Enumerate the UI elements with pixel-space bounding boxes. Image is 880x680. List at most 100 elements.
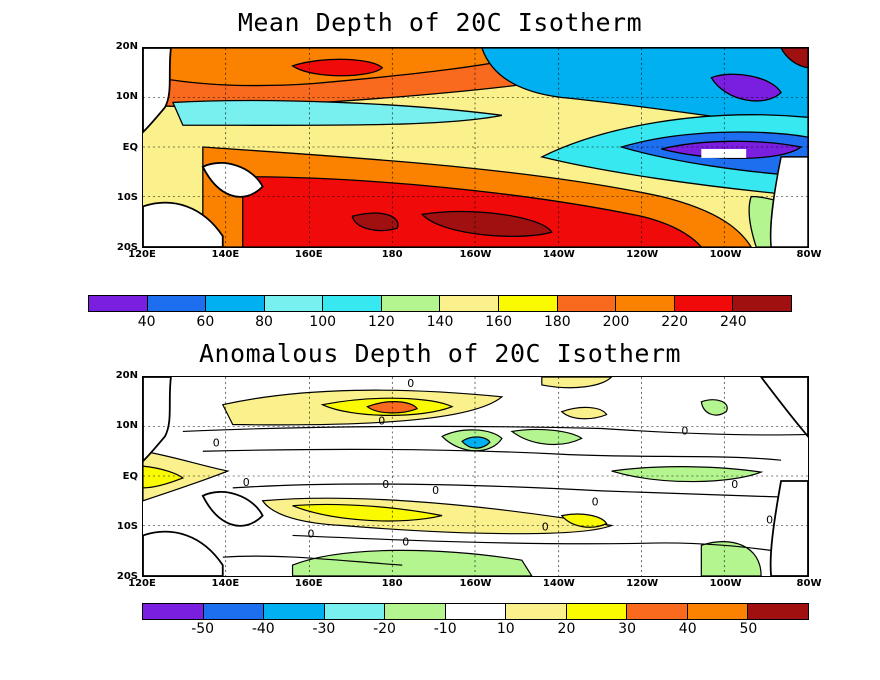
contour-label: 0 xyxy=(402,535,409,548)
mean-north-cyan-band xyxy=(171,99,503,126)
colorbar-label: 100 xyxy=(309,314,337,330)
colorbar-segment xyxy=(264,604,325,619)
mean-land-se-america xyxy=(769,156,808,247)
colorbar-label: 160 xyxy=(485,314,513,330)
colorbar-label: 200 xyxy=(602,314,630,330)
anomaly-depth-title: Anomalous Depth of 20C Isotherm xyxy=(198,339,682,368)
colorbar-segment xyxy=(566,604,628,619)
anom-zero-contours xyxy=(182,425,808,566)
lat-label: 10N xyxy=(115,91,138,103)
lon-label: 100W xyxy=(709,578,742,589)
colorbar-label: -10 xyxy=(433,621,457,637)
anom-contour-labels: 0 0 0 0 0 0 0 0 0 0 0 0 0 xyxy=(213,377,773,548)
anomaly-colorbar xyxy=(142,603,809,620)
anom-south-east-core xyxy=(560,513,608,528)
anom-yellow-blob-east xyxy=(560,406,608,420)
lon-label: 120W xyxy=(626,578,659,589)
anom-west-eq-yellow xyxy=(143,450,230,502)
mean-depth-title: Mean Depth of 20C Isotherm xyxy=(237,8,643,37)
colorbar-label: 140 xyxy=(426,314,454,330)
anom-west-eq-core xyxy=(143,465,185,489)
lon-label: 160W xyxy=(459,249,492,260)
mean-land-philippines xyxy=(143,48,172,134)
contour-label: 0 xyxy=(308,527,315,540)
lon-label: 140W xyxy=(542,249,575,260)
anom-grid xyxy=(143,377,808,576)
contour-label: 0 xyxy=(766,514,773,527)
contour-label: 0 xyxy=(681,424,688,437)
lon-label: 100W xyxy=(709,249,742,260)
colorbar-segment xyxy=(324,604,386,619)
lat-label: 20N xyxy=(115,41,138,52)
colorbar-segment xyxy=(733,296,791,311)
anom-land-south-america xyxy=(769,480,808,576)
colorbar-label: 30 xyxy=(618,621,636,637)
colorbar-segment xyxy=(627,604,688,619)
lat-label: 20N xyxy=(115,370,138,381)
lon-label: 120E xyxy=(128,249,156,260)
contour-label: 0 xyxy=(382,478,389,491)
contour-label: 0 xyxy=(243,476,250,489)
anom-se-green xyxy=(700,541,762,576)
colorbar-label: 20 xyxy=(557,621,576,637)
colorbar-segment xyxy=(385,604,446,619)
contour-label: 0 xyxy=(432,484,439,497)
contour-label: 0 xyxy=(542,520,549,533)
colorbar-segment xyxy=(616,296,675,311)
colorbar-label: 50 xyxy=(739,621,758,637)
colorbar-segment xyxy=(323,296,382,311)
lon-label: 120W xyxy=(626,249,659,260)
lat-label: 10N xyxy=(115,420,138,432)
contour-label: 0 xyxy=(731,478,738,491)
lon-label: 140E xyxy=(211,578,240,589)
colorbar-segment xyxy=(206,296,265,311)
colorbar-segment xyxy=(674,296,734,311)
colorbar-segment xyxy=(203,604,265,619)
anom-south-yellow-core xyxy=(292,503,443,522)
colorbar-label: 10 xyxy=(496,621,515,637)
colorbar-segment xyxy=(557,296,617,311)
anom-land-philippines xyxy=(143,377,172,463)
lon-label: 80W xyxy=(796,578,822,589)
colorbar-segment xyxy=(89,296,148,311)
mean-depth-map xyxy=(142,47,809,248)
lon-label: 140W xyxy=(542,578,575,589)
mean-missing-patch xyxy=(701,148,747,158)
lat-label: 20S xyxy=(116,571,138,582)
mean-south-dark-core-2 xyxy=(420,210,553,237)
lat-label: EQ xyxy=(122,470,138,482)
anomaly-depth-map: 0 0 0 0 0 0 0 0 0 0 0 0 0 xyxy=(142,376,809,577)
colorbar-label: 180 xyxy=(543,314,571,330)
lon-label: 180 xyxy=(381,249,403,260)
colorbar-segment xyxy=(147,296,207,311)
anom-land-australia xyxy=(143,530,224,576)
mean-south-dark-core-1 xyxy=(351,212,399,232)
anom-land-central-america xyxy=(760,377,808,438)
lat-label: 20S xyxy=(116,242,138,253)
anom-south-green xyxy=(291,549,533,576)
contour-label: 0 xyxy=(378,415,385,428)
mean-land-australia xyxy=(143,201,224,247)
lon-label: 140E xyxy=(211,249,240,260)
colorbar-label: 80 xyxy=(255,314,273,330)
lat-label: 10S xyxy=(116,191,138,203)
lon-label: 180 xyxy=(381,578,403,589)
colorbar-segment xyxy=(499,296,558,311)
anom-green-east-2 xyxy=(611,466,764,483)
colorbar-label: 120 xyxy=(367,314,395,330)
contour-label: 0 xyxy=(213,436,220,449)
colorbar-label: 240 xyxy=(719,314,747,330)
colorbar-label: -30 xyxy=(312,621,336,637)
colorbar-segment xyxy=(748,604,809,619)
colorbar-label: -20 xyxy=(373,621,396,637)
lon-label: 80W xyxy=(796,249,822,260)
contour-label: 0 xyxy=(407,377,414,390)
lon-label: 120E xyxy=(128,578,156,589)
colorbar-segment xyxy=(381,296,441,311)
lon-label: 160W xyxy=(459,578,492,589)
anom-green-east-1 xyxy=(510,428,583,446)
colorbar-label: -50 xyxy=(191,621,215,637)
anom-yellow-blob-ne xyxy=(541,377,613,389)
lon-label: 160E xyxy=(294,578,323,589)
colorbar-label: 40 xyxy=(678,621,697,637)
